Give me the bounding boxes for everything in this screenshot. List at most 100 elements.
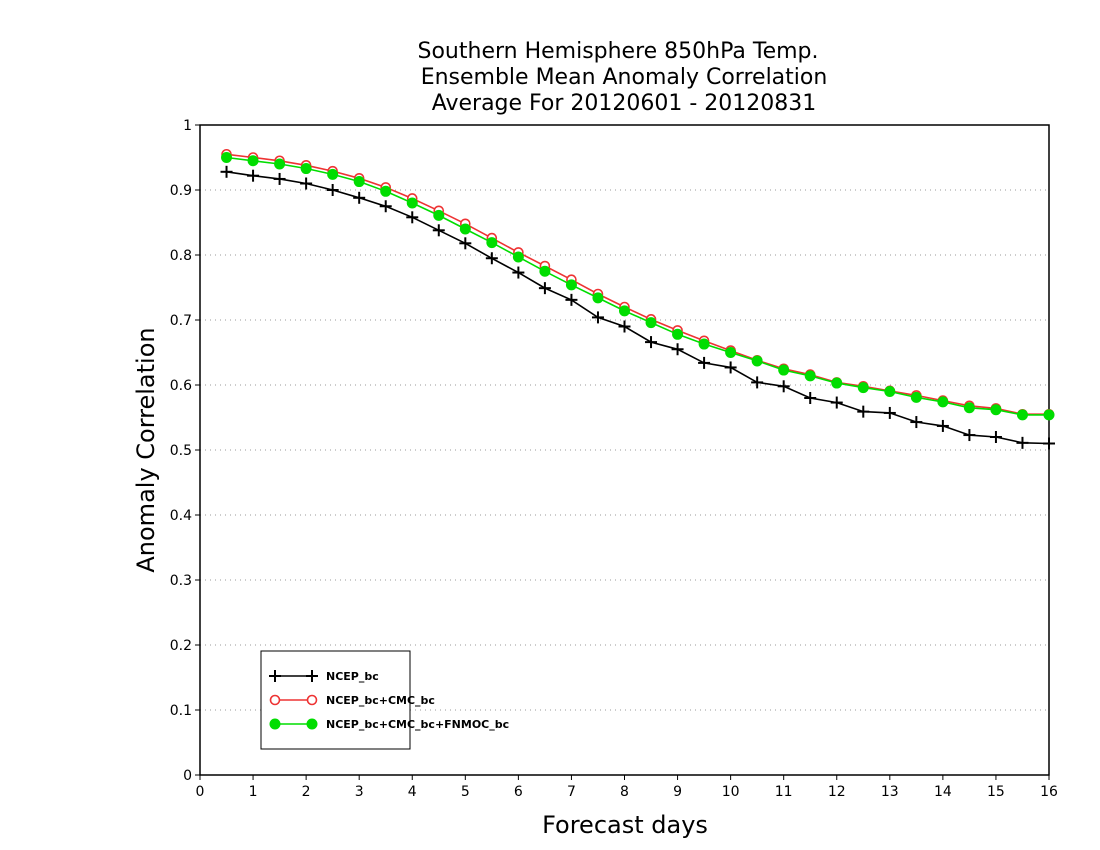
data-point [565,279,577,291]
data-point [274,158,286,170]
data-point [380,185,392,197]
data-point [804,392,817,404]
axis-ticks: 00.10.20.30.40.50.60.70.80.910 1 2 3 4 5 6 7 8 9 1… [170,118,1058,800]
data-point [512,266,525,279]
x-tick-label: 8 [620,784,629,800]
x-tick-label: 5 [461,784,470,800]
data-point [353,176,365,188]
data-point [485,252,498,265]
x-tick-label: 0 [196,784,205,800]
data-point [671,343,684,356]
data-point [406,197,418,209]
title-line-1: Southern Hemisphere 850hPa Temp. [418,39,819,64]
legend-marker [306,718,318,730]
data-point [1016,436,1029,449]
x-tick-label: 6 [514,784,523,800]
data-point [857,382,869,394]
data-point [619,305,630,317]
data-point [300,177,313,190]
x-tick-label: 3 [355,784,364,800]
y-tick-label: 0.7 [170,313,192,329]
legend-marker [306,670,318,682]
y-tick-label: 0.3 [170,573,192,589]
series-line-1 [226,171,1050,445]
data-point [831,377,843,389]
series-1 [220,165,1055,450]
data-point [591,311,604,324]
legend-marker [269,694,281,706]
data-point [353,191,366,204]
y-tick-label: 0.8 [170,248,192,264]
legend: NCEP_bc NCEP_bc+CMC_bc NCEP_bc+CMC_bc+FNMO… [260,650,509,750]
x-tick-label: 13 [881,784,899,800]
data-point [724,361,737,374]
x-tick-label: 9 [673,784,682,800]
data-point [777,380,790,393]
data-point [778,364,790,376]
data-point [963,402,975,414]
legend-marker [269,718,281,730]
x-tick-label: 12 [828,784,846,800]
y-tick-label: 0.6 [170,378,192,394]
data-point [539,265,551,277]
data-point [698,338,710,350]
data-point [327,168,339,180]
data-point [883,406,896,419]
data-point [910,416,923,429]
data-point [804,370,816,382]
y-tick-label: 0.4 [170,508,192,524]
data-point [936,419,949,432]
data-point [989,431,1002,443]
data-point [857,405,870,418]
data-point [698,356,711,369]
data-point [221,152,233,163]
y-tick-label: 0.9 [170,183,192,199]
chart-title: Southern Hemisphere 850hPa Temp. Ensembl… [418,39,828,116]
data-point [884,386,896,397]
series-line-3 [226,156,1049,416]
data-point [220,165,233,178]
x-tick-label: 7 [567,784,576,800]
legend-item-2: NCEP_bc+CMC_bc [269,694,435,707]
legend-marker [269,670,281,682]
data-point [512,251,524,263]
series-3 [221,152,1055,421]
legend-item-3: NCEP_bc+CMC_bc+FNMOC_bc [269,718,509,731]
x-axis-title: Forecast days [542,811,708,839]
series-lines [220,148,1055,450]
data-point [618,320,631,333]
x-tick-label: 2 [302,784,311,800]
legend-marker [306,694,318,706]
data-point [592,292,604,304]
data-point [432,224,445,237]
title-line-3: Average For 20120601 - 20120831 [432,91,817,116]
data-point [406,211,419,224]
data-point [751,355,763,367]
data-point [1043,409,1055,421]
legend-item-1: NCEP_bc [269,670,379,683]
data-point [273,172,286,185]
y-tick-label: 0 [183,768,192,784]
legend-label: NCEP_bc+CMC_bc+FNMOC_bc [326,718,509,731]
legend-label: NCEP_bc+CMC_bc [326,694,435,707]
y-tick-label: 0.2 [170,638,192,654]
data-point [433,209,445,221]
data-point [751,376,764,389]
title-line-2: Ensemble Mean Anomaly Correlation [421,65,828,90]
data-point [538,282,551,295]
data-point [565,293,578,306]
data-point [247,169,260,182]
data-point [910,391,922,403]
x-tick-label: 11 [775,784,793,800]
x-tick-label: 14 [934,784,952,800]
data-point [672,328,684,340]
data-point [645,317,657,329]
data-point [379,200,392,213]
data-point [645,336,658,349]
legend-label: NCEP_bc [326,670,379,683]
data-point [990,404,1002,416]
data-point [1043,437,1055,450]
y-axis-title: Anomaly Correlation [132,327,160,572]
series-line-2 [226,153,1049,416]
data-point [326,184,339,196]
